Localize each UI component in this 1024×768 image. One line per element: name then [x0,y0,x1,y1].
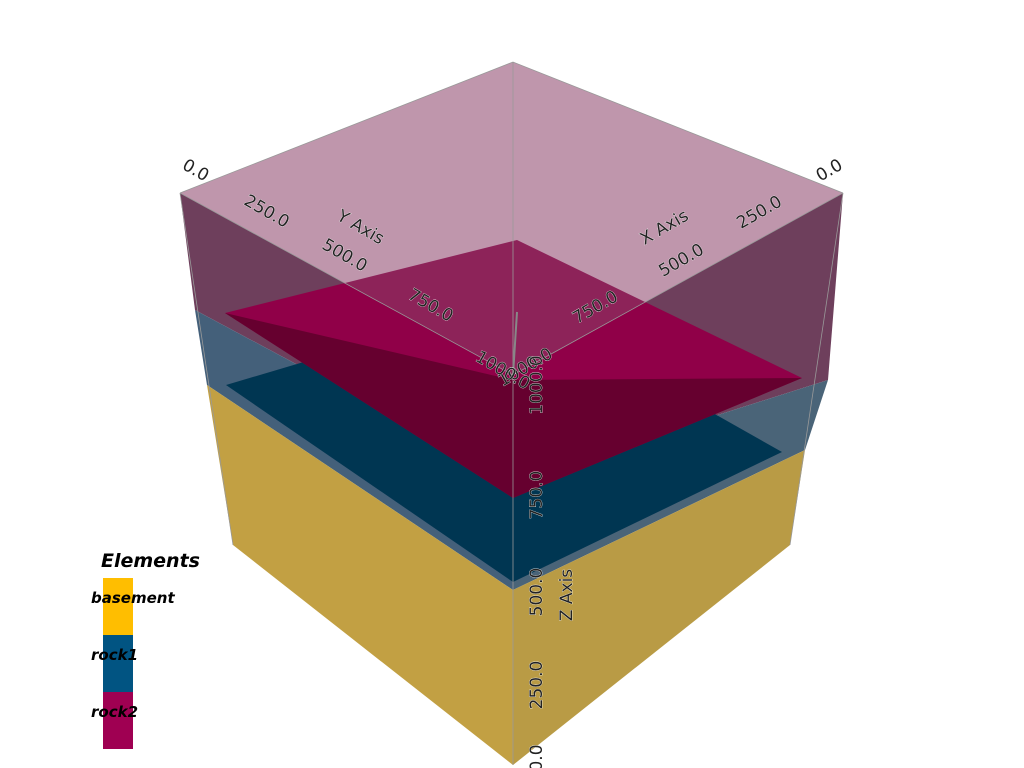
legend: Elements basement rock1 rock2 [91,550,200,749]
z-tick-label: 1000.0 [527,355,547,414]
left-face-basement [207,385,513,765]
legend-title: Elements [101,550,200,572]
z-axis-title: Z Axis [557,569,577,621]
legend-swatch [103,692,133,749]
orientation-arrow [512,311,518,376]
z-tick-label: 250.0 [527,661,547,710]
top-face [180,62,843,375]
legend-swatch [103,635,133,692]
legend-swatch [103,578,133,635]
z-tick-label: 750.0 [527,471,547,520]
z-tick-label: 500.0 [527,568,547,617]
legend-label: basement [91,589,175,607]
x-tick-label: 0.0 [813,155,846,186]
rock2-surface-front [225,313,802,498]
z-tick-label: 0.0 [527,744,547,768]
legend-label: rock1 [91,646,138,664]
right-face-basement [513,450,805,765]
legend-label: rock2 [91,703,138,721]
y-tick-label: 0.0 [179,155,212,186]
